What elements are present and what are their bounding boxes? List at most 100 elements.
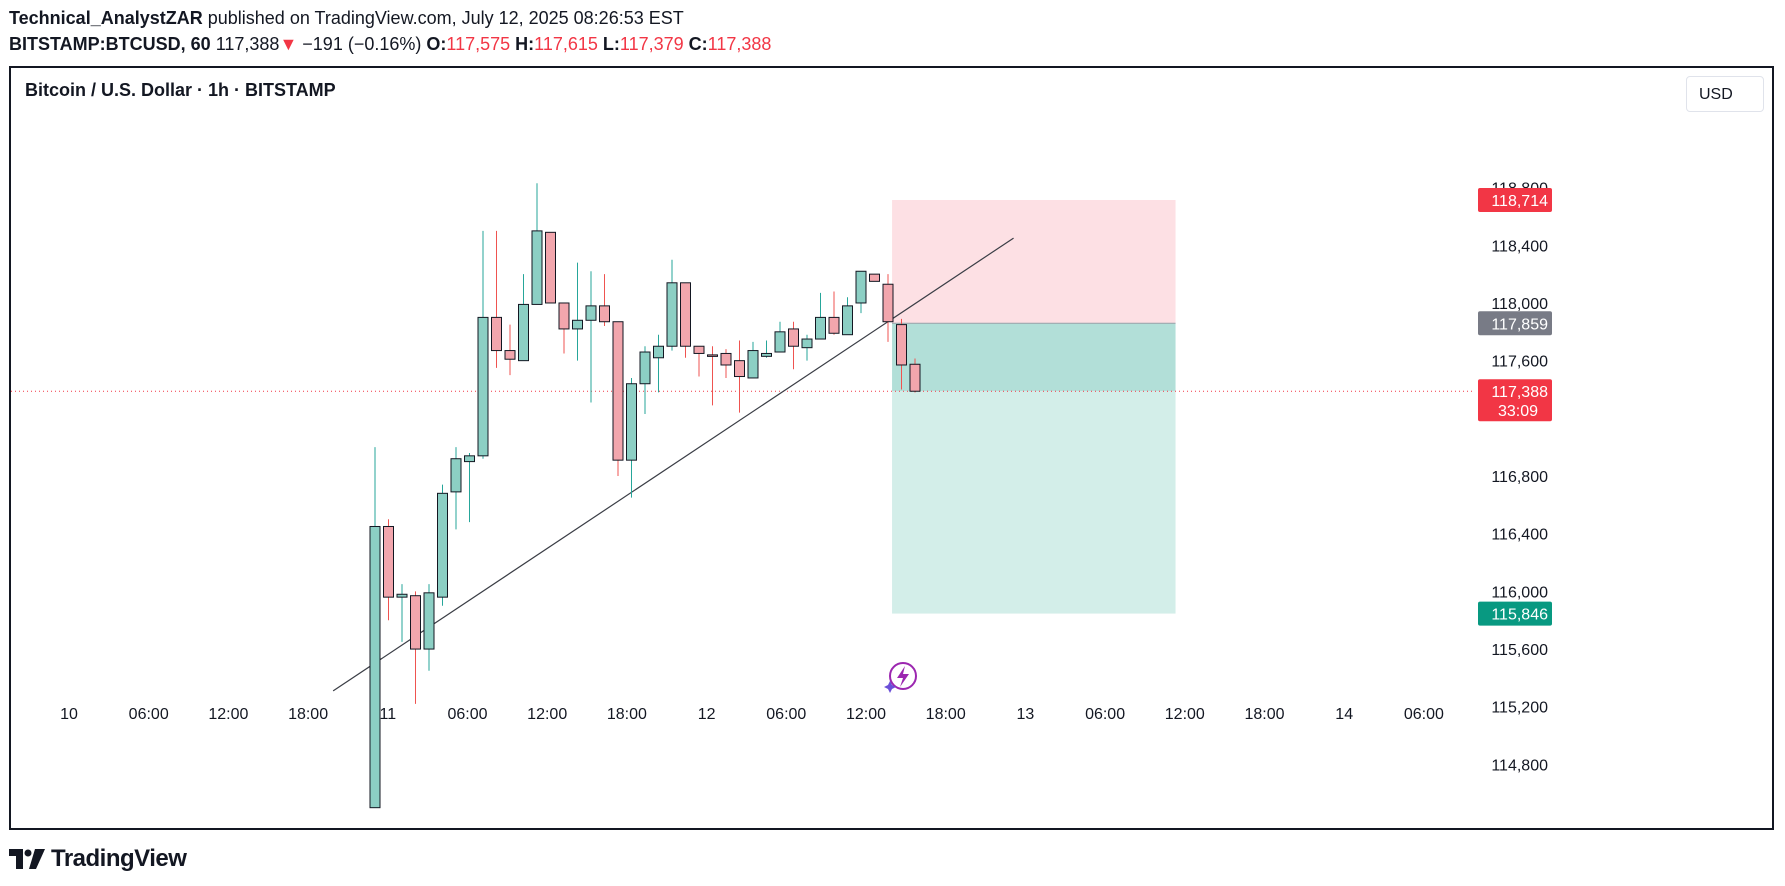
candle-body <box>599 305 610 323</box>
lightning-bolt <box>897 666 909 687</box>
candle-body <box>666 282 678 347</box>
last-price-badge: 117,388 33:09 <box>1478 379 1552 422</box>
publication-line: Technical_AnalystZAR published on Tradin… <box>9 6 1769 30</box>
time-axis[interactable]: 10 06:00 12:00 18:00 11 06:00 12:00 18:00 12 06:0… <box>60 706 1444 723</box>
position-zones <box>11 200 1473 614</box>
candle <box>909 358 921 393</box>
open-value: 117,575 <box>446 34 511 54</box>
price-tick-label: 116,000 <box>1491 584 1548 601</box>
candle <box>518 274 529 362</box>
candle-body <box>504 350 516 360</box>
candle <box>896 318 907 390</box>
candle <box>666 259 678 351</box>
entry-badge-bg <box>1478 311 1552 336</box>
candles-layer <box>369 183 921 809</box>
price-badges: 118,714 117,859 115,846 117,388 33:09 <box>1478 188 1552 626</box>
time-tick-label: 18:00 <box>288 706 328 723</box>
candle <box>612 321 624 477</box>
high-label: H: <box>515 34 535 54</box>
candle-body <box>491 316 502 352</box>
take-profit-badge-bg <box>1478 601 1552 626</box>
stop-loss-badge: 118,714 <box>1478 188 1552 213</box>
price-tick-label: 117,600 <box>1491 354 1548 371</box>
candle <box>842 297 853 336</box>
candle-body <box>531 230 543 305</box>
candle-body <box>707 354 718 357</box>
candle <box>788 321 799 370</box>
time-tick-label: 06:00 <box>1085 706 1125 723</box>
price-chart[interactable]: 118,800118,400118,000117,600116,800116,4… <box>11 68 1772 828</box>
candle-body <box>585 305 597 321</box>
close-value: 117,388 <box>707 34 772 54</box>
candle <box>626 377 637 498</box>
high-value: 117,615 <box>534 34 598 54</box>
candle <box>693 345 705 377</box>
time-tick-label: 12:00 <box>1165 706 1205 723</box>
candle <box>450 447 462 530</box>
ohlc-line: BITSTAMP:BTCUSD, 60 117,388▼ −191 (−0.16… <box>9 32 1769 56</box>
time-tick-label: 13 <box>1017 706 1035 723</box>
candle-body <box>815 316 826 340</box>
time-tick-label: 06:00 <box>129 706 169 723</box>
candle <box>423 584 435 671</box>
candle <box>774 321 786 353</box>
author-name[interactable]: Technical_AnalystZAR <box>9 8 203 28</box>
chart-frame[interactable]: 118,800118,400118,000117,600116,800116,4… <box>9 66 1774 830</box>
candle-body <box>909 363 921 392</box>
entry-badge-label: 117,859 <box>1491 316 1548 333</box>
candle-body <box>693 345 705 354</box>
time-tick-label: 18:00 <box>1244 706 1284 723</box>
price-tick-label: 118,000 <box>1491 296 1548 313</box>
take-profit-badge: 115,846 <box>1478 601 1552 626</box>
candle-body <box>788 328 799 347</box>
candle <box>396 584 408 642</box>
candle <box>585 271 597 403</box>
candle-body <box>396 593 408 598</box>
candle-body <box>369 525 381 809</box>
price-tick-label: 114,800 <box>1491 757 1548 774</box>
candle <box>437 484 448 606</box>
candle <box>855 270 867 314</box>
time-tick-label: 06:00 <box>766 706 806 723</box>
price-change: −191 (−0.16%) <box>302 34 422 54</box>
candle <box>383 519 394 621</box>
candle <box>801 334 813 361</box>
candle <box>720 349 732 378</box>
candle <box>828 291 840 335</box>
price-axis[interactable]: 118,800118,400118,000117,600116,800116,4… <box>1491 181 1548 775</box>
candle <box>464 452 475 523</box>
candle-body <box>680 282 691 347</box>
time-tick-label: 06:00 <box>447 706 487 723</box>
time-tick-label: 18:00 <box>607 706 647 723</box>
time-tick-label: 11 <box>379 706 396 723</box>
candle <box>558 302 570 354</box>
price-tick-label: 118,400 <box>1491 238 1548 255</box>
time-tick-label: 18:00 <box>926 706 966 723</box>
candle-body <box>464 455 475 463</box>
candle <box>882 274 894 342</box>
price-tick-label: 116,800 <box>1491 469 1548 486</box>
candle-body <box>896 324 907 366</box>
candle-body <box>639 351 651 385</box>
candle <box>491 230 502 368</box>
time-tick-label: 12:00 <box>527 706 567 723</box>
candle <box>504 324 516 376</box>
time-tick-label: 12 <box>698 706 716 723</box>
currency-button[interactable]: USD <box>1686 76 1764 112</box>
candle-body <box>734 360 745 378</box>
candle-body <box>410 595 421 650</box>
lightning-icon[interactable] <box>884 662 917 693</box>
candle-body <box>855 270 867 304</box>
candle-body <box>747 350 759 379</box>
last-price-badge-label: 117,388 <box>1491 384 1548 401</box>
candle <box>545 231 556 304</box>
trendline <box>332 237 1014 692</box>
candle-body <box>477 316 489 457</box>
candle-body <box>572 319 583 330</box>
candle-body <box>518 303 529 362</box>
candle-body <box>828 316 840 334</box>
take-profit-zone <box>892 391 1176 614</box>
candle-body <box>558 302 570 330</box>
low-label: L: <box>602 34 620 54</box>
time-tick-label: 14 <box>1335 706 1353 723</box>
